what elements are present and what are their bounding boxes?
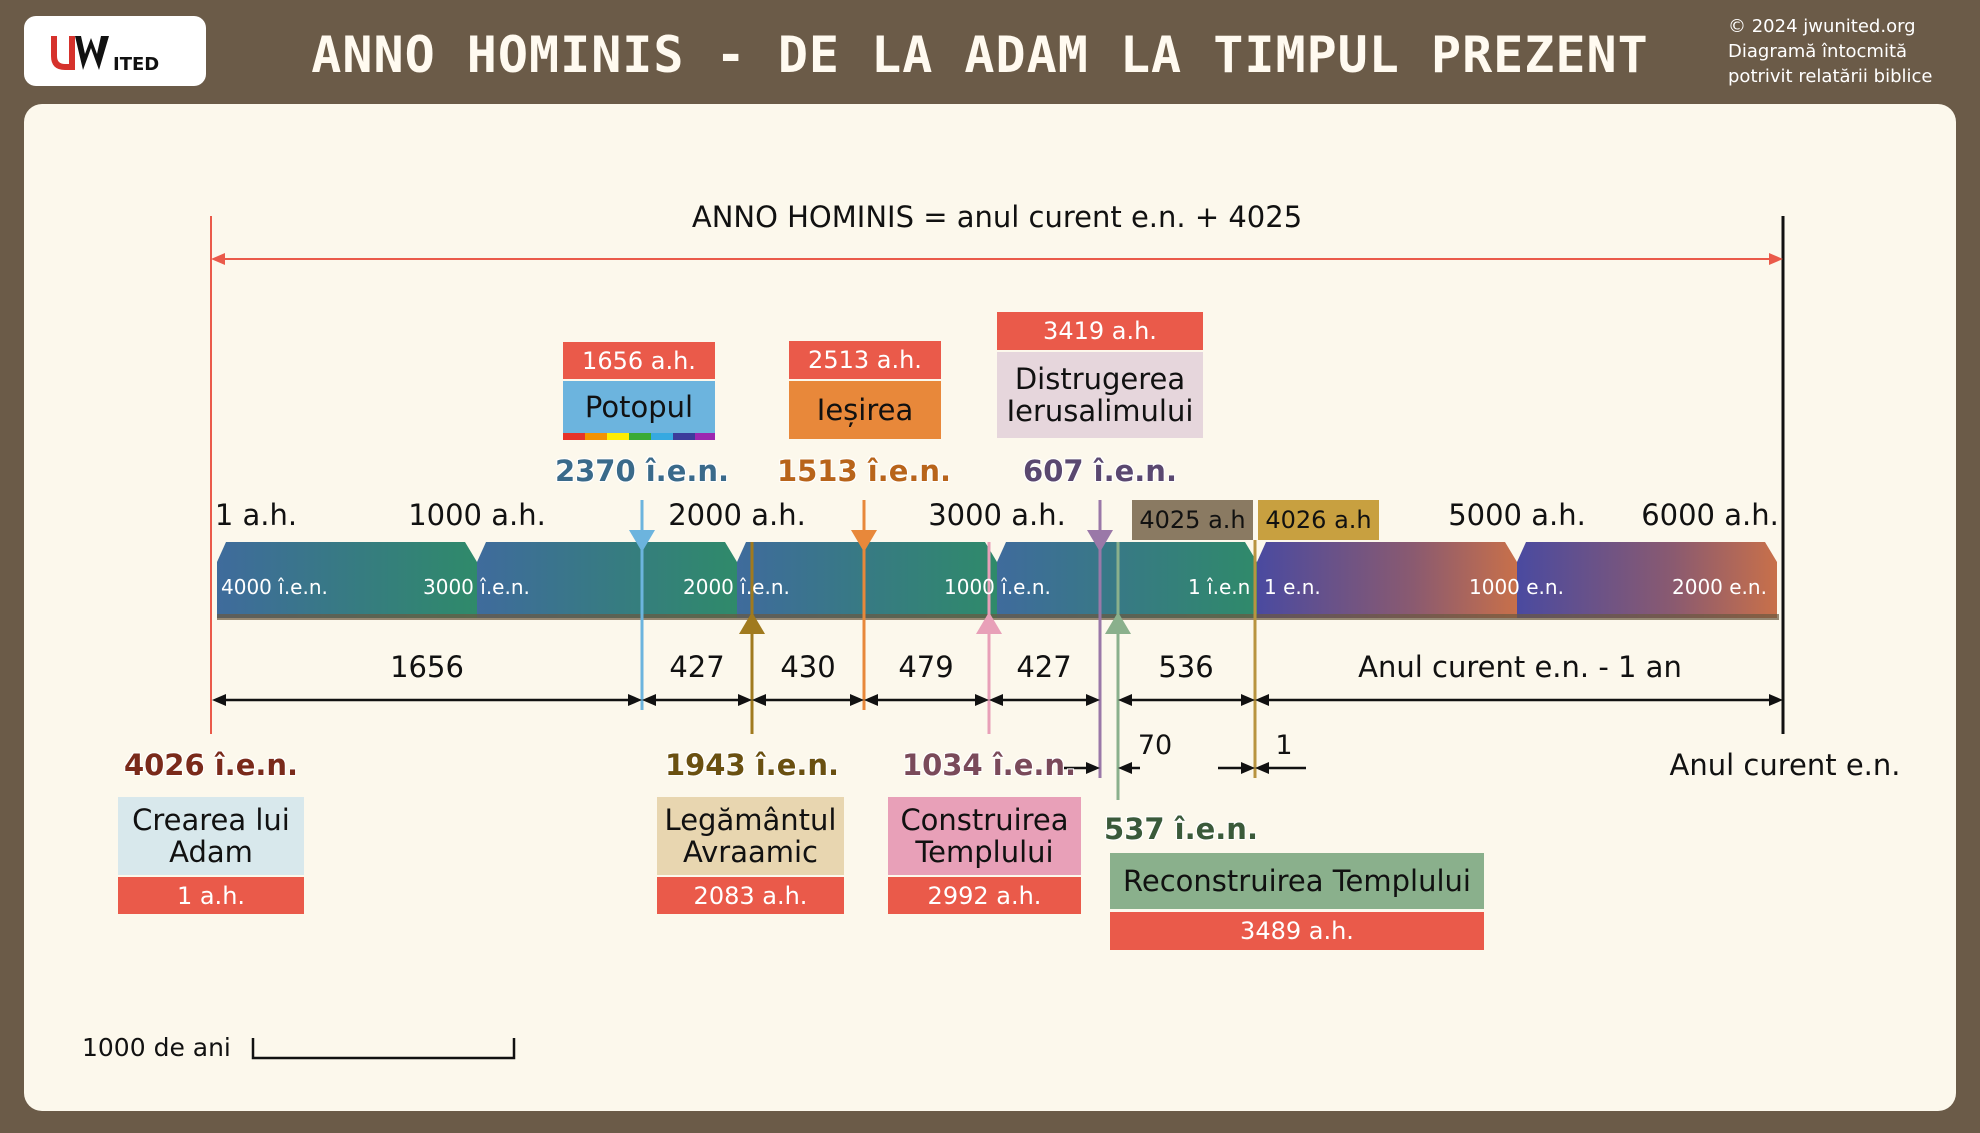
destruction-name-line: Ierusalimului (1006, 394, 1194, 428)
scale-ah-label: 1000 a.h. (408, 498, 546, 532)
flood-name: Potopul (584, 389, 694, 424)
adam-name-line: Crearea lui (132, 802, 290, 837)
logo: ITED (24, 16, 206, 86)
bar-label: 1 e.n. (1264, 575, 1321, 599)
scale-bar (251, 1038, 516, 1060)
rainbow-strip (563, 433, 715, 440)
bar-segment (1257, 542, 1517, 618)
exodus-bce: 1513 î.e.n. (776, 454, 952, 488)
scale-bar-label: 1000 de ani (82, 1033, 231, 1062)
bar-label: 3000 î.e.n. (423, 575, 530, 599)
bar-label: 2000 î.e.n. (683, 575, 790, 599)
bar-label: 1000 î.e.n. (944, 575, 1051, 599)
credit: © 2024 jwunited.org Diagramă întocmită p… (1728, 14, 1932, 89)
bar-label: 2000 e.n. (1672, 575, 1767, 599)
destruction-box: Distrugerea Ierusalimului (997, 352, 1203, 438)
credit-line: © 2024 jwunited.org (1728, 16, 1916, 37)
destruction-name-line: Distrugerea (1014, 361, 1186, 396)
logo-mark: ITED (51, 36, 159, 75)
destruction-bce: 607 î.e.n. (1023, 454, 1177, 488)
scale-ah-label: 6000 a.h. (1641, 498, 1779, 532)
temple-bce: 1034 î.e.n. (901, 748, 1077, 782)
ah-4026-badge: 4026 a.h (1258, 500, 1379, 540)
page-title: ANNO HOMINIS - DE LA ADAM LA TIMPUL PREZ… (311, 26, 1649, 84)
rebuild-marker (1105, 612, 1131, 634)
timeline-bar (217, 542, 1779, 620)
interval-label: 1656 (390, 650, 464, 684)
covenant-bce: 1943 î.e.n. (664, 748, 840, 782)
interval-label: 479 (898, 650, 954, 684)
covenant-box: Legământul Avraamic (657, 797, 844, 875)
interval-label: 430 (780, 650, 836, 684)
present-label: Anul curent e.n. (1669, 748, 1901, 782)
exodus-ah-label: 2513 a.h. (789, 341, 941, 379)
scale-ah-label: 3000 a.h. (928, 498, 1066, 532)
bar-segment (477, 542, 737, 618)
destruction-ah-label: 3419 a.h. (997, 312, 1203, 350)
bar-label: 1000 e.n. (1469, 575, 1564, 599)
rebuild-name: Reconstruirea Templului (1123, 863, 1471, 898)
interval-label: 536 (1158, 650, 1214, 684)
adam-box: Crearea lui Adam (118, 797, 304, 875)
flood-bce: 2370 î.e.n. (554, 454, 730, 488)
exodus-box: Ieșirea (789, 381, 941, 439)
bar-segment (737, 542, 997, 618)
flood-box: Potopul (563, 381, 715, 433)
adam-ah-label: 1 a.h. (118, 877, 304, 914)
scale-ah-label: 1 a.h. (214, 498, 298, 532)
temple-ah-label: 2992 a.h. (888, 877, 1081, 914)
rebuild-bce: 537 î.e.n. (1104, 812, 1258, 846)
interval-label: 427 (669, 650, 725, 684)
adam-bce: 4026 î.e.n. (123, 748, 299, 782)
interval-label: Anul curent e.n. - 1 an (1358, 650, 1682, 684)
formula-text: ANNO HOMINIS = anul curent e.n. + 4025 (691, 200, 1303, 234)
exodus-marker (851, 530, 877, 552)
interval-label-70: 70 (1137, 730, 1173, 761)
interval-arrows (212, 694, 1783, 774)
adam-name-line: Adam (169, 835, 253, 869)
svg-text:ITED: ITED (113, 54, 159, 75)
bar-segment (217, 542, 477, 618)
span-arrow-right-head (1769, 253, 1783, 265)
credit-line: potrivit relatării biblice (1728, 66, 1933, 87)
bar-shadow (217, 614, 1779, 620)
span-arrow-left-head (211, 253, 225, 265)
exodus-name: Ieșirea (816, 392, 914, 427)
rebuild-ah-label: 3489 a.h. (1110, 912, 1484, 950)
credit-line: Diagramă întocmită (1728, 41, 1908, 62)
flood-marker (629, 530, 655, 552)
covenant-name-line: Legământul (664, 802, 837, 837)
bar-segment (997, 542, 1257, 618)
destruction-marker (1087, 530, 1113, 552)
temple-name-line: Templului (915, 835, 1054, 869)
ah-4025-badge: 4025 a.h (1132, 500, 1253, 540)
interval-label: 427 (1016, 650, 1072, 684)
bar-label: 1 î.e.n (1188, 575, 1251, 599)
covenant-ah-label: 2083 a.h. (657, 877, 844, 914)
covenant-marker (739, 612, 765, 634)
interval-label-1: 1 (1275, 730, 1293, 761)
bar-label: 4000 î.e.n. (221, 575, 328, 599)
temple-name-line: Construirea (900, 802, 1069, 837)
temple-marker (976, 612, 1002, 634)
bar-segment (1517, 542, 1777, 618)
flood-ah-label: 1656 a.h. (563, 342, 715, 379)
rebuild-box: Reconstruirea Templului (1110, 853, 1484, 909)
scale-ah-label: 2000 a.h. (668, 498, 806, 532)
temple-box: Construirea Templului (888, 797, 1081, 875)
covenant-name-line: Avraamic (682, 835, 819, 869)
scale-ah-label: 5000 a.h. (1448, 498, 1586, 532)
